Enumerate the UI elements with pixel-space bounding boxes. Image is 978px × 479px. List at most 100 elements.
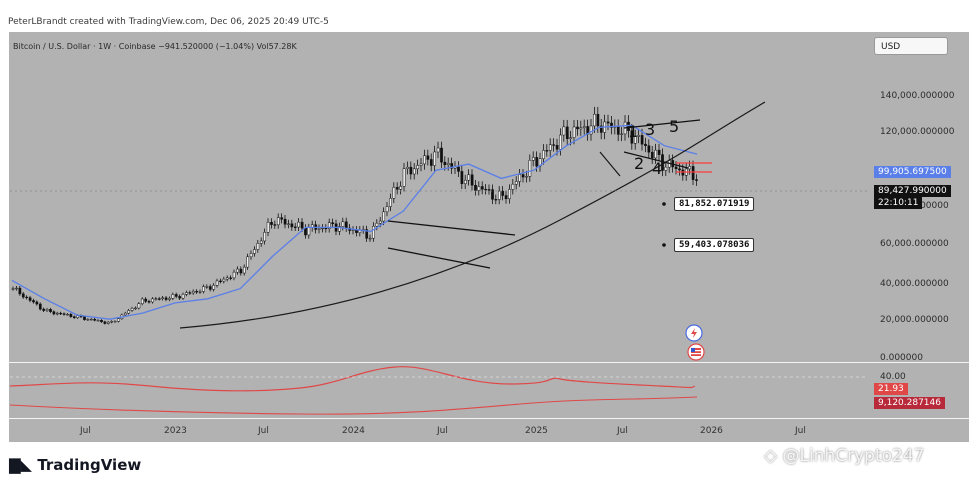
candle-body: [259, 240, 263, 244]
candle-body: [446, 163, 450, 166]
candle-body: [293, 226, 297, 228]
candle-body: [419, 163, 423, 166]
candle-body: [341, 221, 345, 227]
candle-body: [501, 190, 505, 196]
candle-body: [497, 190, 501, 200]
candle-body: [545, 150, 549, 152]
candle-body: [229, 277, 233, 279]
oscillator-pill: 21.93: [874, 383, 908, 395]
candle-body: [127, 310, 131, 314]
candle-body: [463, 179, 467, 184]
candle-body: [45, 309, 49, 311]
candle-body: [270, 222, 273, 225]
candle-body: [691, 166, 695, 180]
target-marker-2: [662, 243, 666, 247]
candle-body: [616, 126, 620, 135]
x-tick-2024: 2024: [342, 426, 365, 436]
candle-body: [470, 174, 474, 186]
currency-selector[interactable]: USD: [874, 37, 948, 55]
wave-label-5: 5: [669, 117, 680, 136]
candle-body: [52, 311, 56, 315]
candle-body: [215, 280, 219, 286]
candle-body: [89, 318, 93, 321]
pane-divider: [9, 362, 969, 363]
lightning-icon[interactable]: [685, 324, 703, 342]
candle-body: [535, 157, 539, 167]
candle-body: [181, 294, 185, 299]
candle-body: [103, 321, 107, 324]
candle-body: [385, 206, 389, 213]
tradingview-logo-text: TradingView: [37, 456, 142, 474]
candle-body: [406, 166, 409, 169]
candle-body: [290, 223, 294, 228]
candle-body: [25, 296, 29, 299]
ma-value-pill: 99,905.697500: [874, 166, 951, 178]
x-tick-jul-2025: Jul: [617, 426, 628, 436]
candle-body: [96, 320, 100, 322]
candle-body: [521, 174, 525, 178]
candle-body: [433, 151, 437, 166]
candle-body: [620, 133, 624, 135]
candle-body: [287, 223, 290, 225]
candle-body: [429, 159, 433, 166]
candle-body: [650, 151, 654, 159]
candle-body: [276, 217, 280, 226]
candle-body: [402, 168, 406, 187]
candle-body: [579, 127, 583, 130]
x-tick-2025: 2025: [525, 426, 548, 436]
candles-group: [11, 106, 698, 325]
candle-body: [412, 168, 416, 175]
candle-body: [508, 189, 511, 200]
x-tick-2023: 2023: [164, 426, 187, 436]
wave-label-1: 1: [628, 122, 639, 141]
candle-body: [256, 243, 260, 250]
candle-body: [11, 288, 15, 290]
candle-body: [280, 217, 284, 220]
candle-body: [225, 277, 229, 280]
candle-body: [457, 166, 460, 172]
candle-body: [191, 291, 195, 294]
candle-body: [640, 135, 644, 145]
candle-body: [599, 125, 603, 133]
tradingview-logo[interactable]: ▇◣ TradingView: [9, 456, 141, 474]
candle-body: [657, 149, 661, 155]
candle-body: [239, 268, 243, 274]
candle-body: [42, 308, 46, 311]
candle-body: [222, 278, 226, 282]
candle-body: [174, 294, 178, 297]
candle-body: [644, 143, 647, 146]
moving-average-line: [11, 124, 698, 320]
candle-body: [171, 294, 175, 299]
candle-body: [351, 229, 355, 231]
candle-body: [484, 188, 488, 191]
candle-body: [562, 126, 566, 136]
candle-body: [633, 136, 637, 144]
candle-body: [559, 134, 562, 150]
chart-area[interactable]: [9, 32, 969, 442]
candle-body: [35, 301, 39, 305]
candle-body: [372, 225, 375, 239]
candle-body: [236, 268, 239, 273]
candle-body: [664, 166, 668, 171]
candle-body: [134, 307, 137, 310]
x-tick-jul-2024: Jul: [437, 426, 448, 436]
candle-body: [154, 298, 158, 300]
candle-body: [123, 312, 127, 316]
candle-body: [365, 229, 369, 239]
y-tick-140k: 140,000.000000: [880, 91, 955, 101]
candle-body: [266, 222, 270, 233]
candle-body: [307, 227, 311, 236]
candle-body: [450, 163, 454, 169]
chart-attribution: PeterLBrandt created with TradingView.co…: [8, 17, 329, 27]
candle-body: [477, 186, 481, 191]
candle-body: [344, 221, 348, 229]
candle-body: [582, 126, 586, 128]
candle-body: [474, 184, 477, 191]
us-flag-icon[interactable]: [687, 343, 705, 361]
candle-body: [208, 286, 212, 290]
candle-body: [382, 211, 386, 222]
candle-body: [185, 292, 188, 295]
candle-body: [283, 218, 287, 225]
candle-body: [409, 166, 413, 175]
candle-body: [62, 313, 66, 315]
